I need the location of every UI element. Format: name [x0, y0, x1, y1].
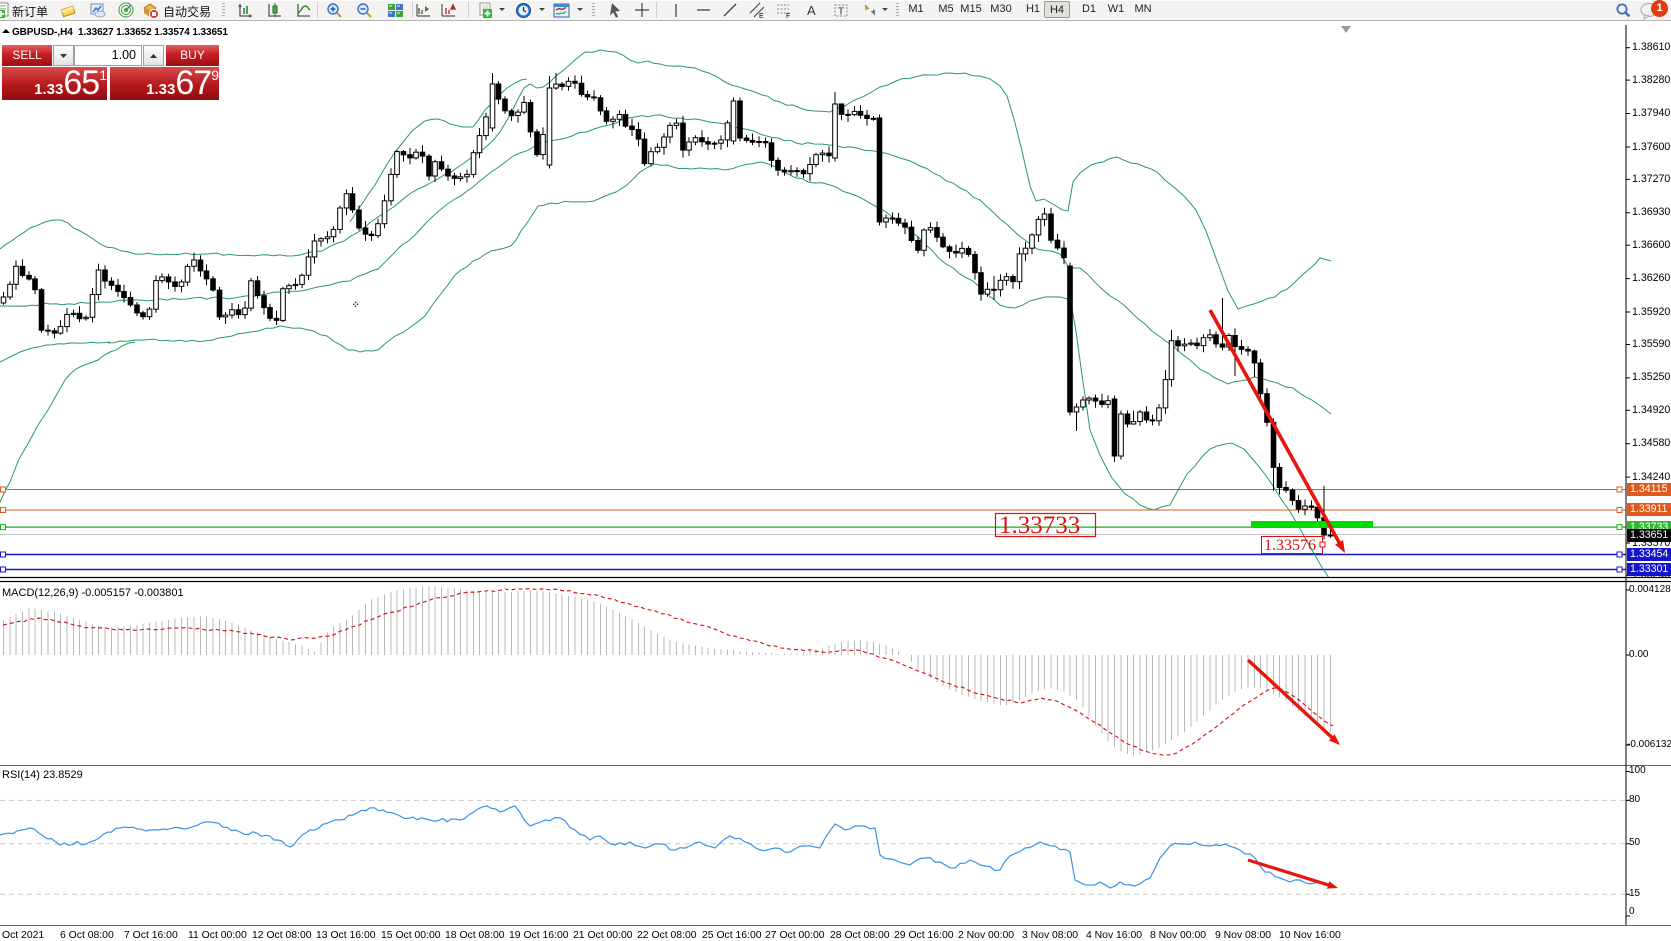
- svg-text:A: A: [807, 3, 816, 18]
- svg-text:F: F: [786, 13, 790, 19]
- svg-text:T: T: [838, 7, 844, 18]
- svg-text:E: E: [759, 13, 764, 19]
